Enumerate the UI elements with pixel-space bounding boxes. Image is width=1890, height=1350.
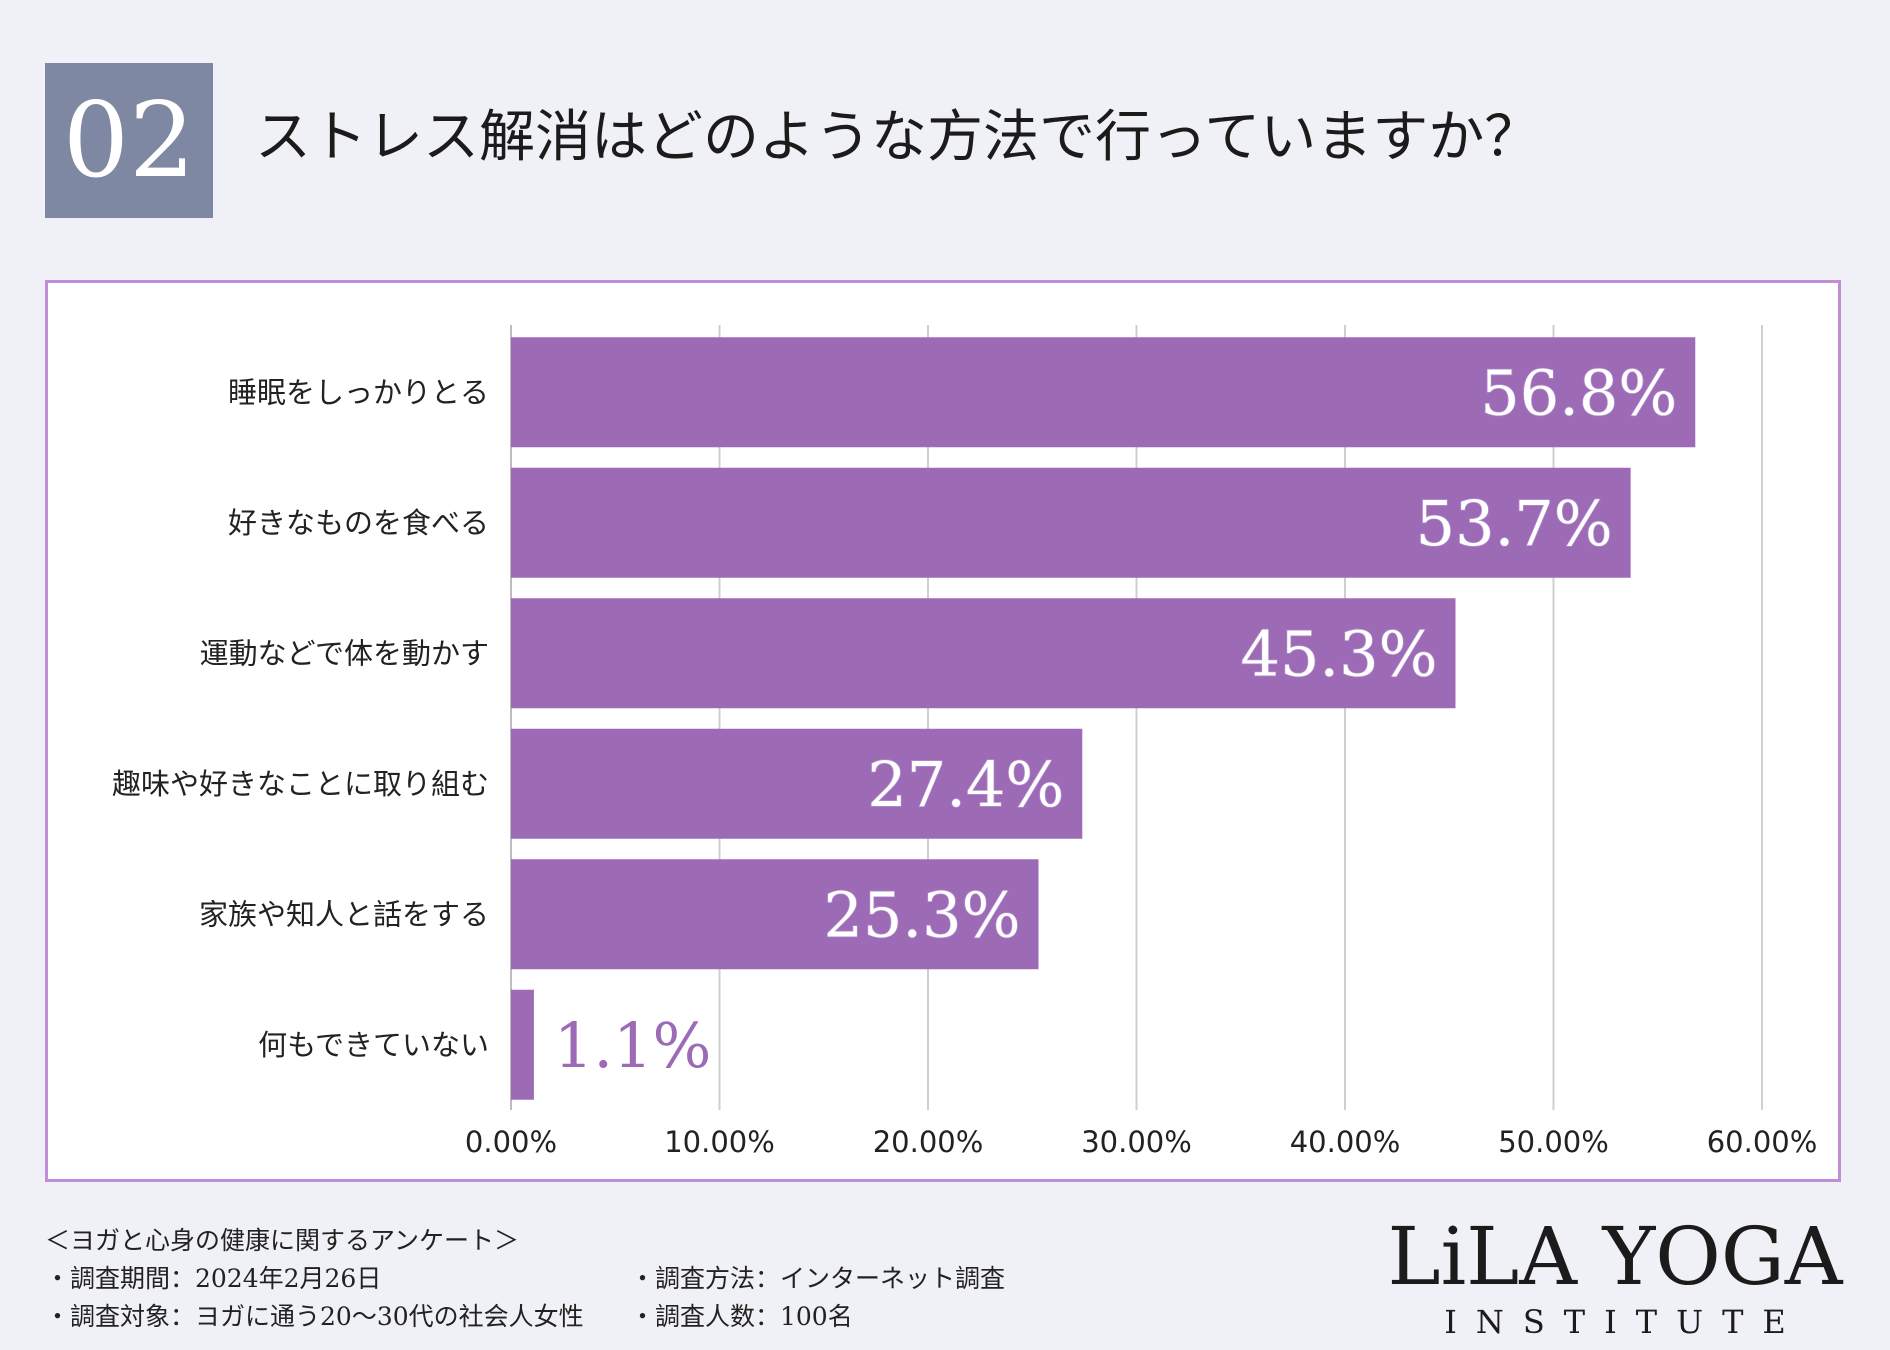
bar — [511, 989, 534, 1100]
x-tick-label: 50.00% — [1498, 1125, 1609, 1159]
bar — [511, 728, 1083, 839]
question-number-badge: 02 — [45, 63, 213, 218]
brand-logo: LiLA YOGA INSTITUTE — [1385, 1212, 1845, 1342]
survey-name: ＜ヨガと心身の健康に関するアンケート＞ — [45, 1226, 520, 1255]
category-label: 何もできていない — [258, 1028, 489, 1062]
x-tick-label: 60.00% — [1707, 1125, 1818, 1159]
category-label: 趣味や好きなことに取り組む — [112, 767, 489, 801]
category-label: 家族や知人と話をする — [199, 897, 489, 931]
x-tick-label: 10.00% — [664, 1125, 775, 1159]
survey-footer: ＜ヨガと心身の健康に関するアンケート＞ ・調査期間：2024年2月26日 ・調査… — [45, 1222, 1045, 1336]
bar — [511, 467, 1631, 578]
category-label: 運動などで体を動かす — [200, 636, 489, 670]
page-title: ストレス解消はどのような方法で行っていますか？ — [255, 105, 1541, 170]
bar — [511, 859, 1039, 970]
category-label: 睡眠をしっかりとる — [228, 375, 489, 409]
value-label: 25.3% — [824, 878, 1021, 951]
chart-panel: 睡眠をしっかりとる 56.8% 好きなものを食べる 53.7% 運動などで体を動かす 45… — [45, 280, 1841, 1182]
survey-target: ・調査対象：ヨガに通う20〜30代の社会人女性 — [45, 1302, 584, 1331]
category-label: 好きなものを食べる — [228, 506, 489, 540]
bar — [511, 337, 1696, 448]
x-tick-label: 30.00% — [1081, 1125, 1192, 1159]
logo-sub-text: INSTITUTE — [1444, 1303, 1805, 1341]
x-tick-label: 40.00% — [1290, 1125, 1401, 1159]
value-label: 27.4% — [867, 748, 1064, 821]
bar-chart: 睡眠をしっかりとる 56.8% 好きなものを食べる 53.7% 運動などで体を動かす 45… — [112, 325, 1818, 1159]
value-label: 56.8% — [1480, 356, 1677, 429]
value-label: 45.3% — [1241, 617, 1438, 690]
survey-method: ・調査方法：インターネット調査 — [630, 1264, 1006, 1293]
logo-main-text: LiLA YOGA — [1387, 1210, 1843, 1303]
value-label: 1.1% — [554, 1009, 712, 1082]
value-label: 53.7% — [1416, 487, 1613, 560]
survey-period: ・調査期間：2024年2月26日 — [45, 1264, 382, 1293]
x-tick-label: 0.00% — [465, 1125, 557, 1159]
x-tick-label: 20.00% — [873, 1125, 984, 1159]
survey-count: ・調査人数：100名 — [630, 1302, 853, 1331]
bar — [511, 598, 1456, 709]
